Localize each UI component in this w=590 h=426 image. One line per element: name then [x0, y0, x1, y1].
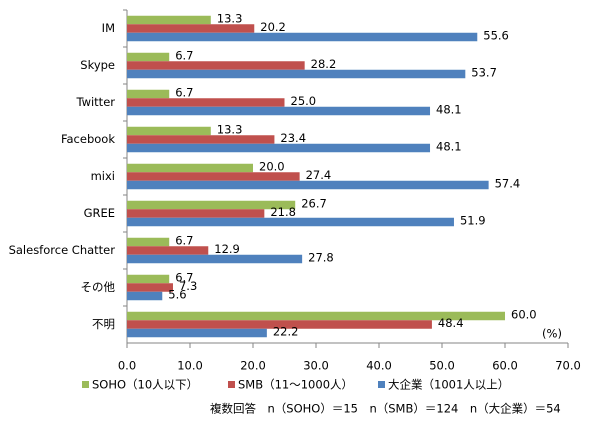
legend-label: SOHO（10人以下） [92, 378, 198, 392]
legend-label: SMB（11～1000人） [238, 378, 353, 392]
bar [127, 106, 431, 116]
bar [127, 217, 454, 227]
x-tick-label: 20.0 [240, 359, 266, 373]
value-label: 57.4 [495, 177, 521, 191]
y-tick-label: GREE [84, 206, 115, 220]
y-tick-label: Salesforce Chatter [9, 243, 116, 257]
x-tick-label: 40.0 [366, 359, 392, 373]
value-label: 55.6 [483, 29, 509, 43]
y-tick-label: IM [102, 21, 115, 35]
y-tick-label: Facebook [61, 132, 115, 146]
bar [127, 24, 255, 33]
value-label: 13.3 [217, 12, 243, 26]
bar [127, 254, 303, 264]
value-label: 26.7 [301, 197, 327, 211]
x-tick-label: 30.0 [303, 359, 329, 373]
value-label: 28.2 [311, 57, 337, 71]
bar [127, 246, 209, 255]
value-label: 48.4 [438, 316, 464, 330]
bar [127, 237, 170, 247]
legend-marker [82, 381, 89, 388]
x-tick-label: 70.0 [555, 359, 581, 373]
value-label: 20.0 [259, 160, 285, 174]
value-label: 6.7 [175, 271, 193, 285]
legend-marker [378, 381, 385, 388]
value-label: 23.4 [280, 131, 306, 145]
value-label: 48.1 [436, 140, 462, 154]
value-label: 27.4 [306, 168, 332, 182]
value-label: 25.0 [291, 94, 317, 108]
legend-label: 大企業（1001人以上） [388, 378, 509, 392]
bar [127, 320, 432, 329]
y-tick-label: その他 [81, 280, 116, 294]
x-tick-label: 10.0 [177, 359, 203, 373]
bar [127, 32, 478, 42]
value-label: 13.3 [217, 123, 243, 137]
note: 複数回答 n（SOHO）＝15 n（SMB）＝124 n（大企業）＝54 [210, 402, 561, 416]
bar [127, 311, 505, 321]
value-label: 12.9 [214, 242, 240, 256]
value-label: 22.2 [273, 325, 299, 339]
bar [127, 61, 305, 70]
bar [127, 143, 431, 153]
bar [127, 135, 275, 144]
value-label: 6.7 [175, 49, 193, 63]
bar [127, 172, 300, 181]
value-label: 7.3 [179, 279, 197, 293]
value-label: 27.8 [308, 251, 334, 265]
x-tick-label: 0.0 [118, 359, 136, 373]
bar [127, 209, 265, 218]
bar [127, 15, 211, 25]
bar [127, 69, 466, 79]
bar [127, 200, 296, 210]
bar [127, 52, 170, 62]
value-label: 51.9 [460, 214, 486, 228]
y-tick-label: mixi [91, 169, 115, 183]
value-label: 48.1 [436, 103, 462, 117]
value-label: 21.8 [270, 205, 296, 219]
y-tick-label: 不明 [92, 317, 115, 331]
value-label: 53.7 [471, 66, 497, 80]
x-tick-label: 50.0 [429, 359, 455, 373]
bar [127, 328, 267, 338]
bar [127, 126, 211, 136]
x-tick-label: 60.0 [492, 359, 518, 373]
bar [127, 163, 253, 173]
unit-label: (%) [542, 327, 562, 341]
bar [127, 89, 170, 99]
value-label: 20.2 [260, 20, 286, 34]
bar [127, 98, 285, 107]
bar [127, 274, 170, 284]
legend-marker [228, 381, 235, 388]
bar [127, 180, 489, 190]
bar [127, 283, 173, 292]
value-label: 60.0 [511, 308, 537, 322]
value-label: 5.6 [168, 288, 186, 302]
y-tick-label: Twitter [75, 95, 115, 109]
value-label: 6.7 [175, 234, 193, 248]
y-tick-label: Skype [80, 58, 115, 72]
value-label: 6.7 [175, 86, 193, 100]
bar [127, 291, 163, 301]
